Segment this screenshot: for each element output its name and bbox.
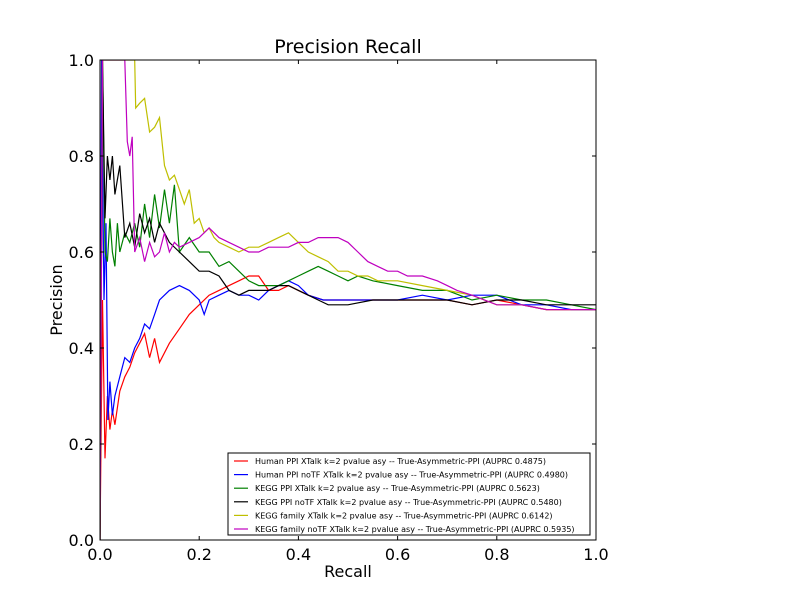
x-tick-label: 0.6: [385, 545, 410, 564]
series-line-4: [100, 60, 596, 540]
y-tick-label: 0.2: [69, 435, 94, 454]
x-tick-label: 0.2: [186, 545, 211, 564]
legend-label-2: Human PPI noTF XTalk k=2 pvalue asy -- T…: [255, 471, 568, 480]
y-tick-label: 0.8: [69, 147, 94, 166]
legend-label-1: Human PPI XTalk k=2 pvalue asy -- True-A…: [255, 457, 546, 466]
legend-label-4: KEGG PPI noTF XTalk k=2 pvalue asy -- Tr…: [255, 498, 562, 507]
x-tick-label: 0.4: [286, 545, 311, 564]
legend-label-3: KEGG PPI XTalk k=2 pvalue asy -- True-As…: [255, 484, 540, 493]
legend-label-6: KEGG family noTF XTalk k=2 pvalue asy --…: [255, 525, 575, 534]
x-tick-label: 0.0: [87, 545, 112, 564]
x-axis-title: Recall: [324, 562, 372, 581]
legend-label-5: KEGG family XTalk k=2 pvalue asy -- True…: [255, 511, 553, 520]
y-tick-label: 0.4: [69, 339, 94, 358]
series-line-2: [100, 60, 596, 540]
x-tick-label: 0.8: [484, 545, 509, 564]
chart-title: Precision Recall: [274, 36, 422, 58]
y-tick-label: 0.0: [69, 531, 94, 550]
y-axis-title: Precision: [47, 264, 66, 335]
series-layer: [100, 60, 596, 540]
ticks-layer: 0.0 0.2 0.4 0.6 0.8 1.0 0.0 0.2 0.4 0.6 0.8 1.0: [69, 51, 609, 564]
y-tick-label: 0.6: [69, 243, 94, 262]
series-line-5: [100, 60, 596, 540]
legend-frame: [227, 452, 591, 536]
series-line-6: [100, 60, 596, 540]
legend: Human PPI XTalk k=2 pvalue asy -- True-A…: [227, 452, 591, 536]
series-line-3: [100, 60, 596, 540]
axes-frame: [99, 59, 597, 541]
x-tick-label: 1.0: [583, 545, 608, 564]
y-tick-label: 1.0: [69, 51, 94, 70]
